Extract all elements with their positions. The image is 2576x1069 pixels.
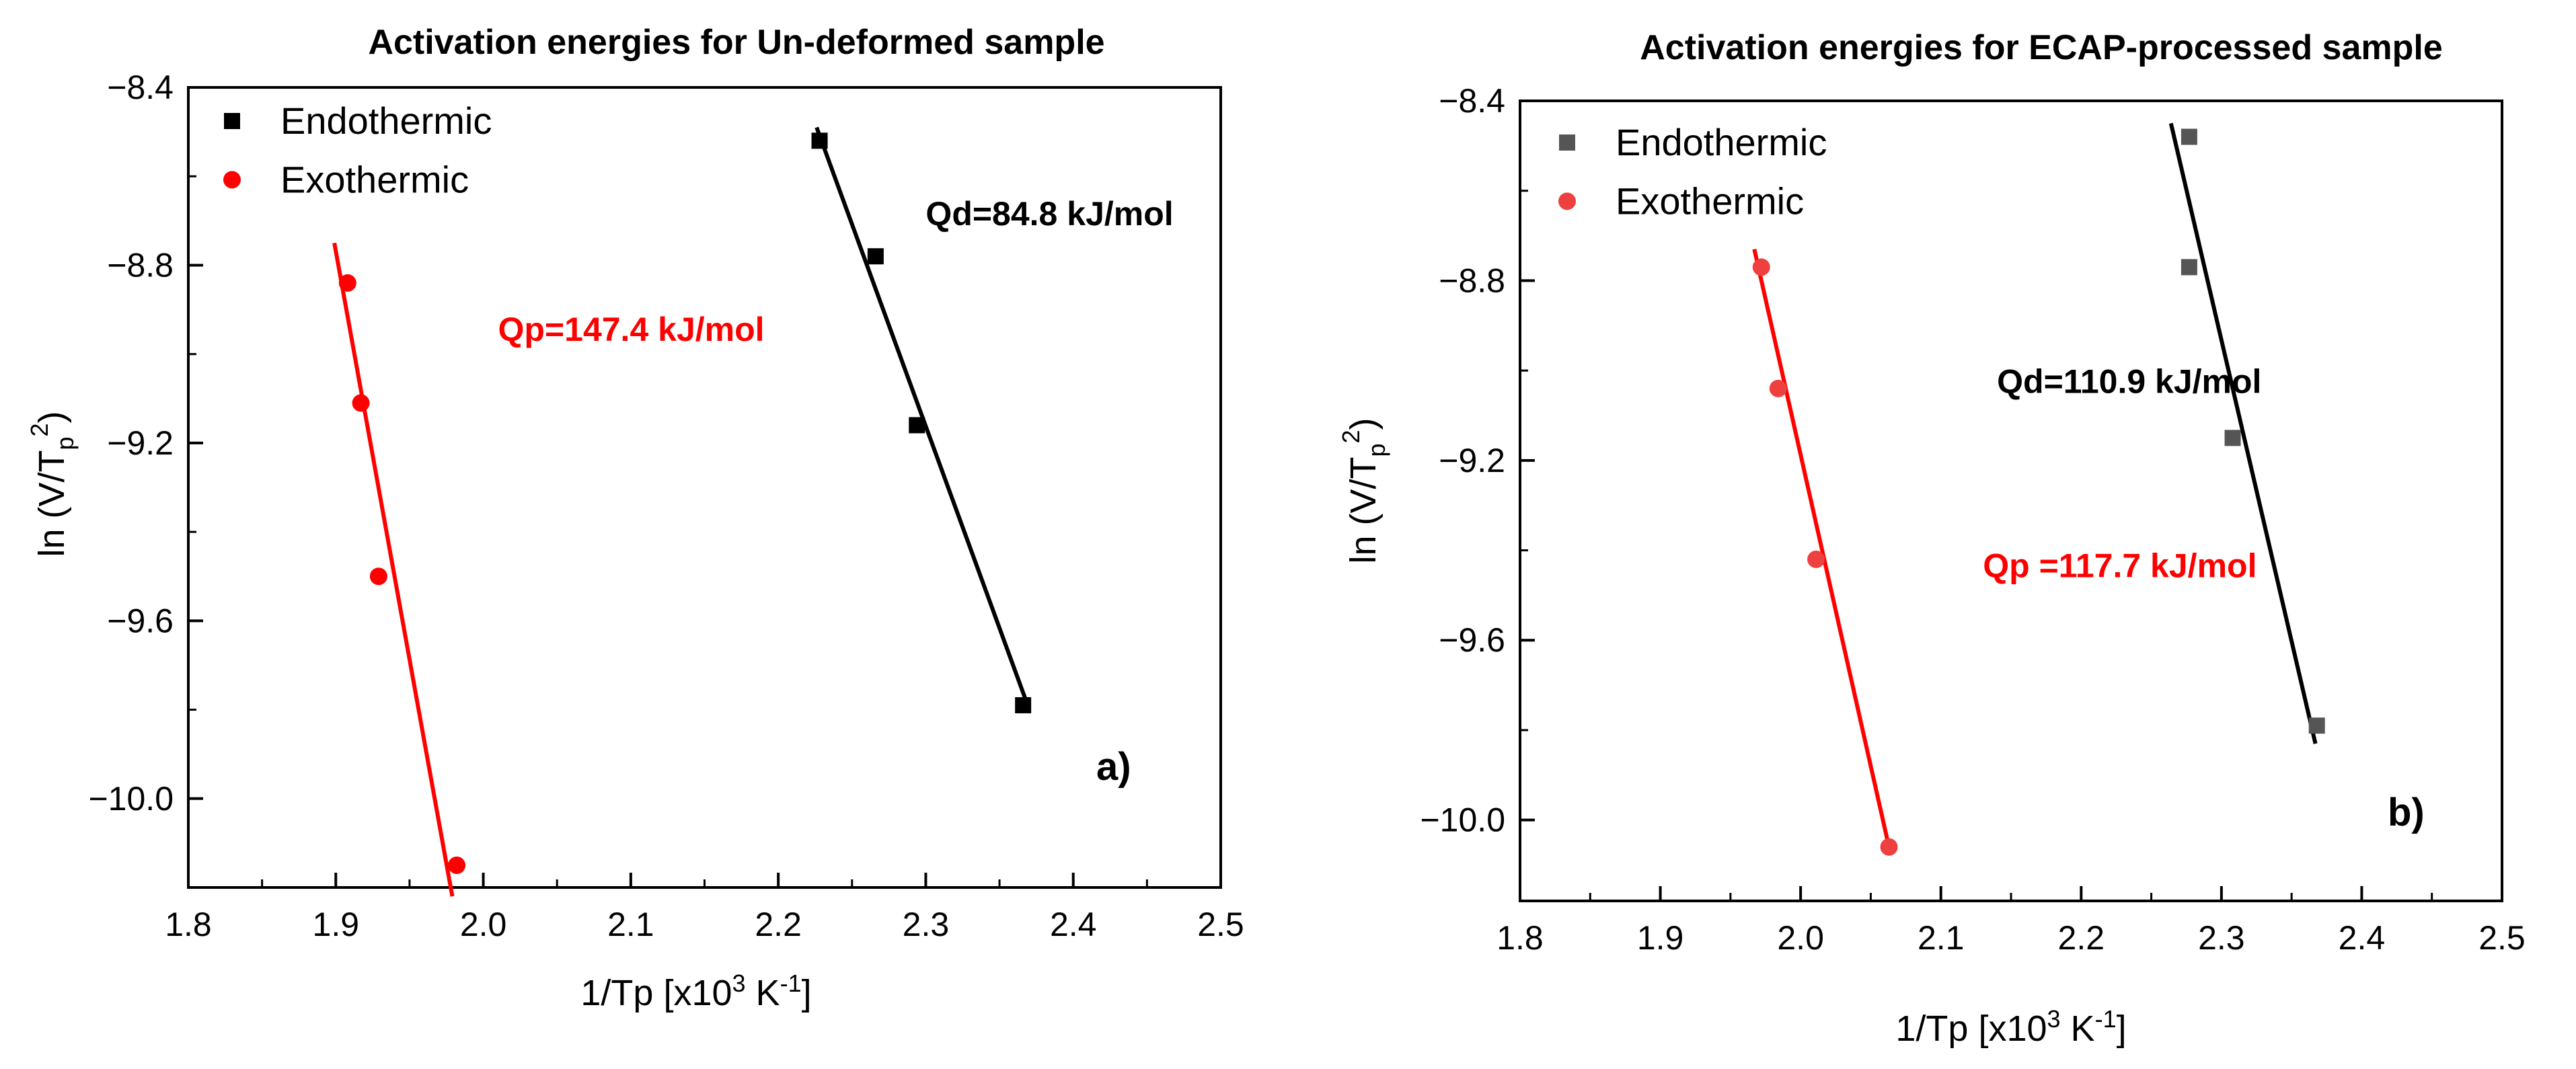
fit-lines bbox=[1752, 122, 2318, 848]
y-tick-label: −9.6 bbox=[1439, 621, 1505, 659]
activation-energy-annotation: Qd=84.8 kJ/mol bbox=[925, 195, 1173, 233]
point-endothermic bbox=[811, 132, 828, 149]
fit-line-exothermic bbox=[1752, 248, 1891, 848]
chart-title: Activation energies for Un-deformed samp… bbox=[368, 23, 1104, 62]
legend-label: Exothermic bbox=[280, 158, 469, 200]
y-tick-label: −10.0 bbox=[1420, 801, 1505, 839]
y-tick-label: −8.4 bbox=[1439, 82, 1505, 120]
x-tick-label: 2.2 bbox=[755, 906, 802, 943]
annotations: Qd=84.8 kJ/mol Qp=147.4 kJ/mol bbox=[498, 195, 1174, 348]
x-axis-label: 1/Tp [x103 K-1] bbox=[580, 969, 811, 1013]
x-tick-label: 2.1 bbox=[607, 906, 654, 943]
point-exothermic bbox=[369, 567, 387, 586]
x-tick-label: 2.1 bbox=[1918, 919, 1965, 957]
point-endothermic bbox=[909, 417, 925, 434]
point-endothermic bbox=[2224, 430, 2241, 446]
legend: Endothermic Exothermic bbox=[223, 100, 492, 200]
point-exothermic bbox=[448, 856, 466, 874]
x-tick-label: 2.0 bbox=[460, 906, 507, 943]
fit-lines bbox=[332, 126, 1028, 897]
x-tick-label: 2.3 bbox=[2198, 919, 2245, 957]
point-exothermic bbox=[352, 394, 370, 412]
legend-marker bbox=[223, 171, 241, 189]
legend-marker bbox=[1559, 134, 1575, 151]
x-tick-label: 1.8 bbox=[1497, 919, 1544, 957]
y-tick-label: −10.0 bbox=[88, 780, 174, 818]
point-exothermic bbox=[1752, 258, 1770, 276]
y-tick-label: −8.8 bbox=[1439, 262, 1505, 299]
y-axis-label: ln (V/Tp2) bbox=[1337, 418, 1390, 563]
chart-title: Activation energies for ECAP-processed s… bbox=[1640, 28, 2443, 67]
x-tick-label: 1.9 bbox=[1637, 919, 1684, 957]
x-tick-label: 2.2 bbox=[2058, 919, 2105, 957]
x-tick-label: 2.5 bbox=[2478, 919, 2526, 957]
chart-panel-a: Activation energies for Un-deformed samp… bbox=[26, 23, 1244, 1013]
point-endothermic bbox=[2181, 128, 2197, 145]
point-exothermic bbox=[1769, 379, 1787, 397]
x-axis-label: 1/Tp [x103 K-1] bbox=[1895, 1005, 2126, 1049]
y-tick-label: −8.8 bbox=[107, 246, 174, 284]
legend-marker bbox=[224, 113, 240, 129]
x-tick-label: 1.8 bbox=[165, 906, 212, 943]
legend-label: Endothermic bbox=[1616, 121, 1827, 163]
x-tick-label: 2.0 bbox=[1777, 919, 1824, 957]
point-endothermic bbox=[867, 248, 884, 265]
legend-marker bbox=[1558, 192, 1576, 210]
y-axis-label: ln (V/Tp2) bbox=[26, 411, 79, 557]
axis-ticks: 1.8 1.9 2.0 2.1 2.2 2.3 2.4 2.5 −8.4 −8.8 −9.2 −9.6… bbox=[88, 69, 1244, 943]
legend-label: Endothermic bbox=[280, 100, 492, 142]
x-tick-label: 2.3 bbox=[903, 906, 950, 943]
point-exothermic bbox=[1807, 550, 1825, 568]
axis-ticks: 1.8 1.9 2.0 2.1 2.2 2.3 2.4 2.5 −8.4 −8.8 −9.2 −9.6… bbox=[1420, 82, 2525, 957]
x-tick-label: 2.4 bbox=[1050, 906, 1097, 943]
y-tick-label: −8.4 bbox=[107, 69, 174, 106]
fit-line-endothermic bbox=[815, 126, 1028, 702]
fit-line-exothermic bbox=[332, 242, 455, 897]
x-tick-label: 1.9 bbox=[313, 906, 360, 943]
x-tick-label: 2.5 bbox=[1197, 906, 1244, 943]
point-exothermic bbox=[1880, 838, 1898, 856]
point-endothermic bbox=[2308, 717, 2325, 734]
panel-label: a) bbox=[1096, 745, 1131, 789]
activation-energy-annotation: Qp=147.4 kJ/mol bbox=[498, 311, 765, 348]
point-endothermic bbox=[1015, 697, 1032, 713]
activation-energy-annotation: Qp =117.7 kJ/mol bbox=[1983, 547, 2257, 585]
panel-label: b) bbox=[2388, 791, 2425, 834]
chart-panel-b: Activation energies for ECAP-processed s… bbox=[1337, 28, 2526, 1049]
y-tick-label: −9.6 bbox=[107, 602, 174, 639]
point-exothermic bbox=[338, 274, 356, 292]
activation-energy-annotation: Qd=110.9 kJ/mol bbox=[1997, 363, 2261, 401]
point-endothermic bbox=[2181, 259, 2197, 276]
x-tick-label: 2.4 bbox=[2339, 919, 2386, 957]
y-tick-label: −9.2 bbox=[107, 424, 174, 462]
legend: Endothermic Exothermic bbox=[1558, 121, 1827, 222]
fit-line-endothermic bbox=[2168, 122, 2318, 744]
data-points bbox=[338, 132, 1032, 874]
y-tick-label: −9.2 bbox=[1439, 442, 1505, 479]
legend-label: Exothermic bbox=[1616, 180, 1804, 222]
data-points bbox=[1752, 128, 2325, 856]
annotations: Qd=110.9 kJ/mol Qp =117.7 kJ/mol bbox=[1983, 363, 2261, 585]
